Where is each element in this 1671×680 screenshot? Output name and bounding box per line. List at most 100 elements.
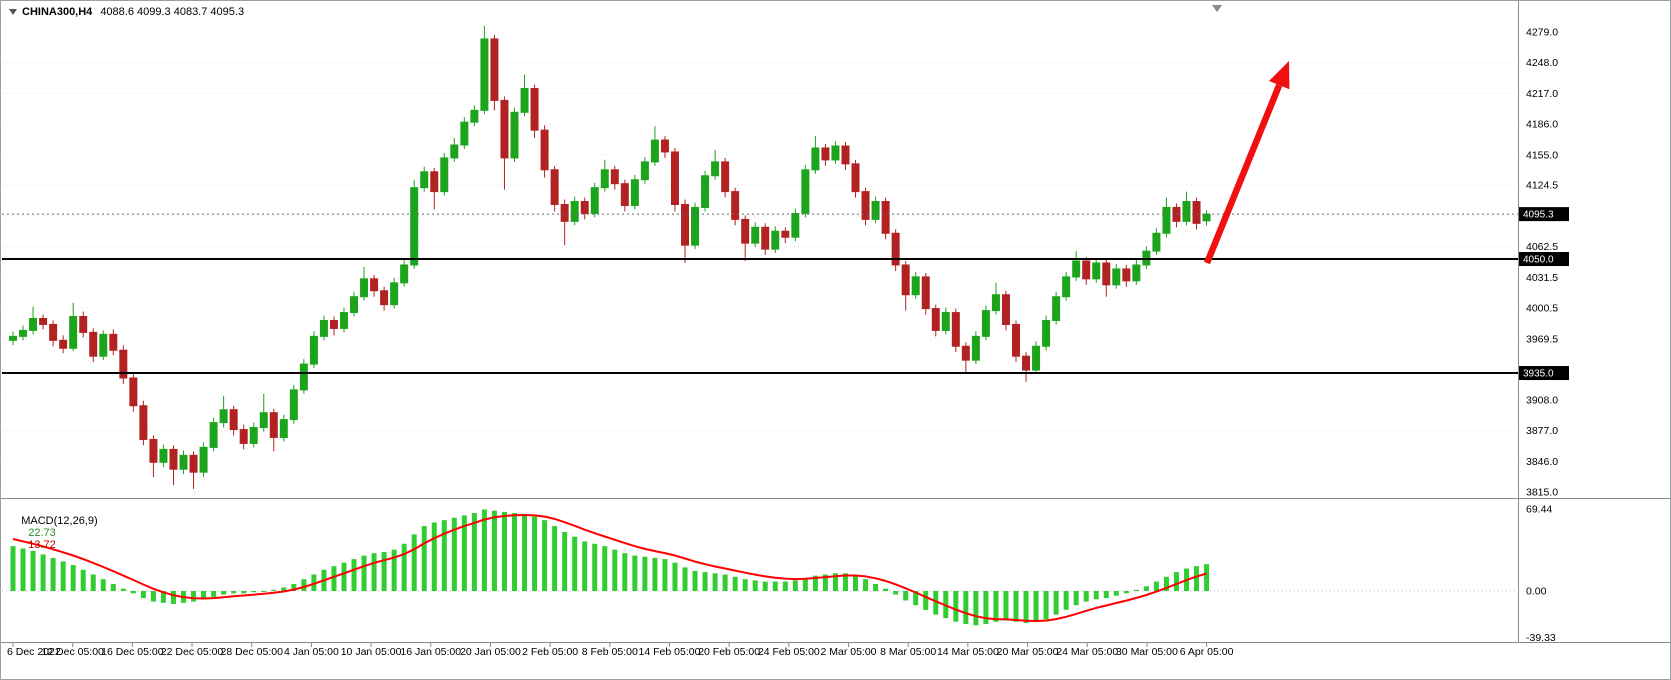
time-axis-label: 20 Jan 05:00 (460, 646, 521, 658)
macd-histogram-bar (963, 591, 969, 625)
macd-histogram-bar (20, 548, 26, 591)
macd-histogram-bar (832, 573, 838, 591)
macd-histogram-bar (1133, 589, 1139, 591)
candle-body (350, 296, 359, 314)
macd-histogram-bar (883, 588, 889, 591)
trend-arrow-shaft[interactable] (1203, 83, 1283, 265)
candle-body (881, 201, 890, 234)
candle-body (69, 316, 78, 349)
macd-histogram-bar (1033, 591, 1039, 622)
macd-histogram-bar (652, 557, 658, 591)
candle-body (89, 331, 98, 357)
candle-body (139, 405, 148, 440)
time-axis-label: 20 Mar 05:00 (997, 646, 1059, 658)
candle-body (219, 409, 228, 424)
price-axis-label: 4186.0 (1526, 119, 1558, 131)
candle-body (851, 163, 860, 193)
candle-body (901, 264, 910, 296)
candle-body (309, 335, 318, 365)
price-badge-label: 4095.3 (1523, 210, 1554, 221)
price-axis-label: 3908.0 (1526, 394, 1558, 406)
candle-body (319, 319, 328, 337)
chart-shift-marker-icon[interactable] (1212, 5, 1222, 12)
symbol-dropdown-icon[interactable] (9, 9, 17, 15)
macd-histogram-bar (742, 579, 748, 591)
macd-histogram-bar (903, 591, 909, 601)
macd-histogram-bar (100, 579, 106, 591)
candle-body (1062, 276, 1071, 298)
candle-body (420, 171, 429, 189)
time-axis-label: 14 Mar 05:00 (937, 646, 999, 658)
candle-body (390, 282, 399, 306)
macd-histogram-bar (1073, 591, 1079, 606)
candle-body (19, 329, 28, 337)
macd-axis-label: 69.44 (1526, 504, 1552, 516)
candle-body (640, 161, 649, 181)
macd-histogram-bar (251, 591, 257, 593)
candle-body (1182, 201, 1191, 222)
macd-histogram-bar (170, 591, 176, 604)
candle-body (921, 276, 930, 310)
price-axis-label: 4062.5 (1526, 241, 1558, 253)
candle-body (490, 38, 499, 101)
macd-histogram-bar (692, 570, 698, 591)
macd-histogram-bar (50, 557, 56, 591)
macd-histogram-bar (10, 546, 16, 591)
macd-histogram-bar (822, 574, 828, 591)
candle-body (560, 204, 569, 222)
price-axis-label: 4124.5 (1526, 180, 1558, 192)
candle-body (79, 316, 88, 333)
candle-body (951, 312, 960, 347)
current-price-badge (1519, 207, 1569, 222)
macd-histogram-bar (1023, 591, 1029, 623)
macd-histogram-bar (501, 511, 507, 591)
macd-histogram-bar (331, 566, 337, 591)
macd-histogram-bar (221, 591, 227, 595)
price-axis-label: 4155.0 (1526, 149, 1558, 161)
price-badge-label: 4050.0 (1523, 255, 1554, 266)
candle-body (9, 335, 17, 341)
macd-histogram-bar (662, 559, 668, 591)
candle-body (380, 290, 389, 306)
candle-body (440, 157, 449, 193)
candle-body (550, 169, 559, 206)
candle-body (169, 448, 178, 470)
candle-body (741, 218, 750, 244)
candle-body (470, 109, 479, 123)
time-axis-label: 24 Feb 05:00 (758, 646, 820, 658)
price-axis-label: 4248.0 (1526, 57, 1558, 69)
candle-body (249, 427, 258, 444)
macd-histogram-bar (120, 588, 126, 591)
candle-body (630, 179, 639, 206)
candle-body (811, 147, 820, 171)
macd-histogram-bar (802, 578, 808, 591)
macd-histogram-bar (381, 552, 387, 591)
candle-body (1072, 260, 1081, 278)
time-axis-label: 12 Dec 05:00 (41, 646, 104, 658)
candle-body (821, 147, 830, 161)
candle-body (239, 429, 248, 444)
macd-histogram-bar (1083, 591, 1089, 602)
macd-histogram-bar (592, 543, 598, 591)
candle-body (289, 389, 298, 421)
macd-histogram-bar (130, 591, 136, 594)
time-axis-label: 16 Jan 05:00 (400, 646, 461, 658)
candle-body (460, 121, 469, 146)
macd-histogram-bar (1173, 572, 1179, 591)
macd-histogram-bar (562, 531, 568, 591)
macd-histogram-bar (873, 583, 879, 591)
candle-body (49, 323, 58, 341)
macd-histogram-bar (351, 559, 357, 591)
macd-histogram-bar (842, 573, 848, 591)
trend-arrow-head[interactable] (1269, 61, 1290, 90)
price-axis-label: 3815.0 (1526, 487, 1558, 499)
macd-histogram-bar (762, 581, 768, 591)
candle-body (510, 111, 519, 159)
candle-body (500, 99, 509, 159)
macd-histogram-bar (602, 546, 608, 591)
macd-histogram-bar (191, 591, 197, 602)
chart-header: CHINA300,H4 4088.6 4099.3 4083.7 4095.3 (9, 6, 244, 18)
macd-histogram-bar (993, 591, 999, 622)
macd-signal-line (12, 514, 1207, 622)
